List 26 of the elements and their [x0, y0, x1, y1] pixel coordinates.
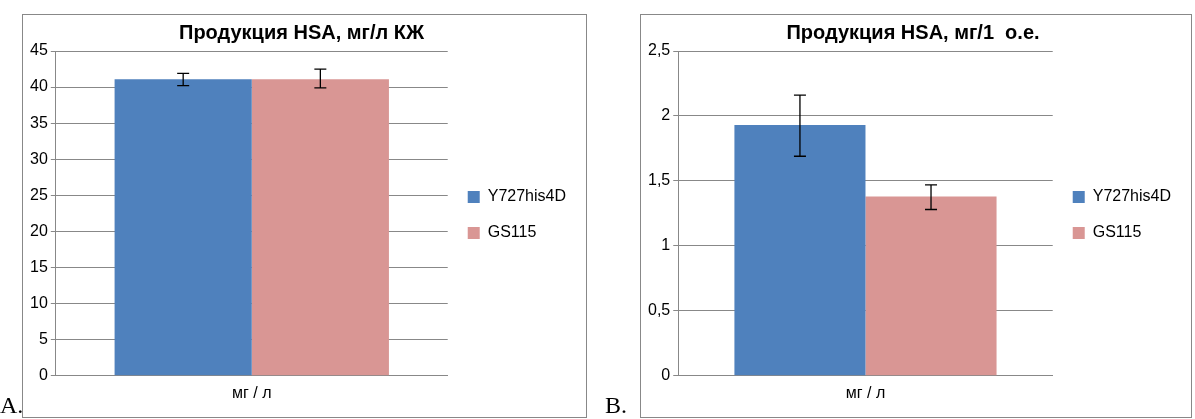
x-tick-label: мг / л	[232, 383, 272, 401]
y-tick-label: 15	[30, 257, 48, 275]
y-tick-label: 0,5	[647, 301, 671, 319]
y-tick-label: 25	[30, 185, 48, 203]
y-tick-label: 45	[30, 41, 48, 59]
text: A.	[0, 392, 24, 419]
y-tick-label: 2,5	[647, 41, 671, 59]
y-tick-label: 35	[30, 113, 48, 131]
y-tick-label: 0	[661, 366, 671, 384]
legend-label: GS115	[487, 223, 537, 241]
legend-label: Y727his4D	[487, 187, 567, 205]
y-tick-label: 10	[30, 294, 48, 312]
chart-title: Продукция HSA, мг/л КЖ	[179, 20, 425, 43]
legend-label: Y727his4D	[1092, 187, 1172, 205]
legend-label: GS115	[1092, 223, 1142, 241]
y-tick-label: 5	[38, 330, 48, 348]
chart-title: Продукция HSA, мг/1 о.е.	[786, 20, 1040, 43]
y-tick-label: 40	[30, 77, 48, 95]
y-tick-label: 1,5	[647, 171, 671, 189]
y-tick-label: 0	[38, 366, 48, 384]
y-tick-label: 30	[30, 149, 48, 167]
y-tick-label: 20	[30, 221, 48, 239]
text: B.	[605, 392, 628, 419]
x-tick-label: мг / л	[845, 383, 886, 401]
y-tick-label: 2	[661, 106, 671, 124]
y-tick-label: 1	[661, 236, 671, 254]
